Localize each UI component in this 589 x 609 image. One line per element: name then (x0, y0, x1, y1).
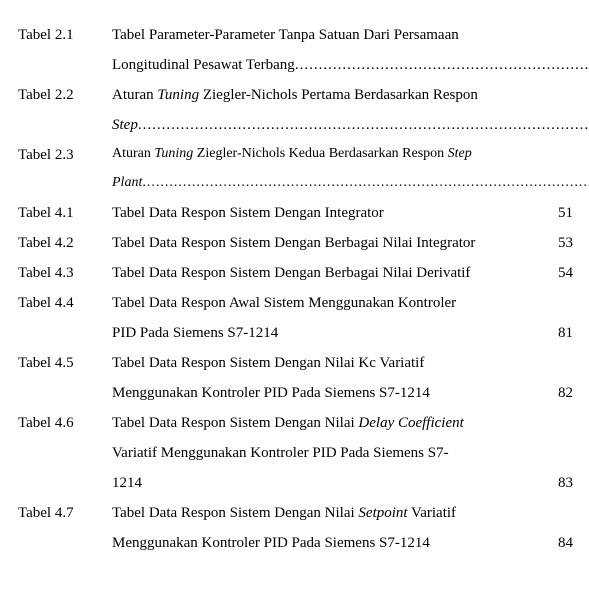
page-number: 83 (545, 474, 573, 492)
page-number: 84 (545, 534, 573, 552)
text-run: Tuning (157, 87, 199, 103)
entry-label: Tabel 4.7 (18, 498, 112, 558)
text-run: 1214 (112, 475, 142, 491)
entry-description: Tabel Data Respon Sistem Dengan Berbagai… (112, 228, 545, 258)
entry-description: Aturan Tuning Ziegler-Nichols Pertama Be… (112, 80, 589, 140)
entry-line: Tabel Data Respon Sistem Dengan Berbagai… (112, 228, 537, 258)
page-number: 54 (545, 264, 573, 282)
entry-page-number: 54 (545, 258, 573, 288)
toc-entry: Tabel 4.7Tabel Data Respon Sistem Dengan… (18, 498, 573, 558)
entry-line: Tabel Data Respon Sistem Dengan Nilai De… (112, 408, 537, 438)
text-run: Tabel Parameter-Parameter Tanpa Satuan D… (112, 27, 459, 43)
entry-line: Tabel Parameter-Parameter Tanpa Satuan D… (112, 20, 589, 50)
text-run: Tuning (154, 146, 193, 161)
entry-line: Variatif Menggunakan Kontroler PID Pada … (112, 438, 537, 468)
entry-page-number: 51 (545, 198, 573, 228)
page-number: 51 (545, 204, 573, 222)
entry-description: Tabel Data Respon Sistem Dengan Nilai Kc… (112, 348, 545, 408)
entry-line: Menggunakan Kontroler PID Pada Siemens S… (112, 528, 537, 558)
entry-line: Aturan Tuning Ziegler-Nichols Kedua Berd… (112, 140, 589, 169)
text-run: Tabel Data Respon Sistem Dengan Nilai Kc… (112, 355, 424, 371)
text-run: Delay Coefficient (358, 415, 463, 431)
entry-line: Tabel Data Respon Sistem Dengan Nilai Kc… (112, 348, 537, 378)
entry-label: Tabel 2.2 (18, 80, 112, 140)
text-run: Step (448, 146, 472, 161)
entry-description: Tabel Data Respon Sistem Dengan Nilai De… (112, 408, 545, 498)
entry-description: Tabel Data Respon Sistem Dengan Berbagai… (112, 258, 545, 288)
text-run: Tabel Data Respon Sistem Dengan Berbagai… (112, 265, 470, 281)
entry-line: Tabel Data Respon Sistem Dengan Nilai Se… (112, 498, 537, 528)
text-run: Menggunakan Kontroler PID Pada Siemens S… (112, 535, 430, 551)
text-run: Tabel Data Respon Sistem Dengan Nilai (112, 415, 358, 431)
entry-page-number: 84 (545, 498, 573, 558)
entry-label: Tabel 4.4 (18, 288, 112, 348)
page-number: 53 (545, 234, 573, 252)
table-of-tables: Tabel 2.1Tabel Parameter-Parameter Tanpa… (18, 20, 573, 558)
page-number: 82 (545, 384, 573, 402)
text-run: Setpoint (358, 505, 407, 521)
text-run: Aturan (112, 146, 154, 161)
page-number: 81 (545, 324, 573, 342)
entry-label: Tabel 4.3 (18, 258, 112, 288)
entry-page-number: 82 (545, 348, 573, 408)
entry-page-number: 83 (545, 408, 573, 498)
toc-entry: Tabel 4.2Tabel Data Respon Sistem Dengan… (18, 228, 573, 258)
text-run: Aturan (112, 87, 157, 103)
entry-page-number: 53 (545, 228, 573, 258)
toc-entry: Tabel 2.3Aturan Tuning Ziegler-Nichols K… (18, 140, 573, 198)
entry-label: Tabel 2.3 (18, 140, 112, 198)
text-run: Plant (112, 175, 142, 190)
entry-label: Tabel 4.5 (18, 348, 112, 408)
text-run: Tabel Data Respon Sistem Dengan Berbagai… (112, 235, 475, 251)
toc-entry: Tabel 2.2Aturan Tuning Ziegler-Nichols P… (18, 80, 573, 140)
entry-description: Tabel Data Respon Sistem Dengan Nilai Se… (112, 498, 545, 558)
entry-description: Tabel Data Respon Awal Sistem Menggunaka… (112, 288, 545, 348)
text-run: PID Pada Siemens S7-1214 (112, 325, 278, 341)
entry-line: 1214 (112, 468, 537, 498)
text-run: Tabel Data Respon Sistem Dengan Nilai (112, 505, 358, 521)
entry-line: Aturan Tuning Ziegler-Nichols Pertama Be… (112, 80, 589, 110)
entry-label: Tabel 4.1 (18, 198, 112, 228)
text-run: Ziegler-Nichols Pertama Berdasarkan Resp… (199, 87, 478, 103)
text-run: Longitudinal Pesawat Terbang (112, 57, 295, 73)
toc-entry: Tabel 4.3Tabel Data Respon Sistem Dengan… (18, 258, 573, 288)
entry-line: Longitudinal Pesawat Terbang (112, 50, 589, 80)
entry-line: Step (112, 110, 589, 140)
text-run: Ziegler-Nichols Kedua Berdasarkan Respon (193, 146, 447, 161)
text-run: Variatif Menggunakan Kontroler PID Pada … (112, 445, 449, 461)
toc-entry: Tabel 4.1Tabel Data Respon Sistem Dengan… (18, 198, 573, 228)
entry-description: Tabel Data Respon Sistem Dengan Integrat… (112, 198, 545, 228)
text-run: Step (112, 117, 138, 133)
entry-line: Tabel Data Respon Sistem Dengan Berbagai… (112, 258, 537, 288)
entry-label: Tabel 2.1 (18, 20, 112, 80)
entry-line: Plant (112, 169, 589, 198)
entry-line: Tabel Data Respon Sistem Dengan Integrat… (112, 198, 537, 228)
entry-description: Tabel Parameter-Parameter Tanpa Satuan D… (112, 20, 589, 80)
toc-entry: Tabel 4.4Tabel Data Respon Awal Sistem M… (18, 288, 573, 348)
text-run: Tabel Data Respon Awal Sistem Menggunaka… (112, 295, 456, 311)
text-run: Menggunakan Kontroler PID Pada Siemens S… (112, 385, 430, 401)
entry-line: Menggunakan Kontroler PID Pada Siemens S… (112, 378, 537, 408)
entry-line: PID Pada Siemens S7-1214 (112, 318, 537, 348)
text-run: Tabel Data Respon Sistem Dengan Integrat… (112, 205, 384, 221)
entry-label: Tabel 4.6 (18, 408, 112, 498)
entry-page-number: 81 (545, 288, 573, 348)
entry-line: Tabel Data Respon Awal Sistem Menggunaka… (112, 288, 537, 318)
toc-entry: Tabel 2.1Tabel Parameter-Parameter Tanpa… (18, 20, 573, 80)
text-run: Variatif (408, 505, 456, 521)
entry-description: Aturan Tuning Ziegler-Nichols Kedua Berd… (112, 140, 589, 198)
entry-label: Tabel 4.2 (18, 228, 112, 258)
toc-entry: Tabel 4.6Tabel Data Respon Sistem Dengan… (18, 408, 573, 498)
toc-entry: Tabel 4.5Tabel Data Respon Sistem Dengan… (18, 348, 573, 408)
